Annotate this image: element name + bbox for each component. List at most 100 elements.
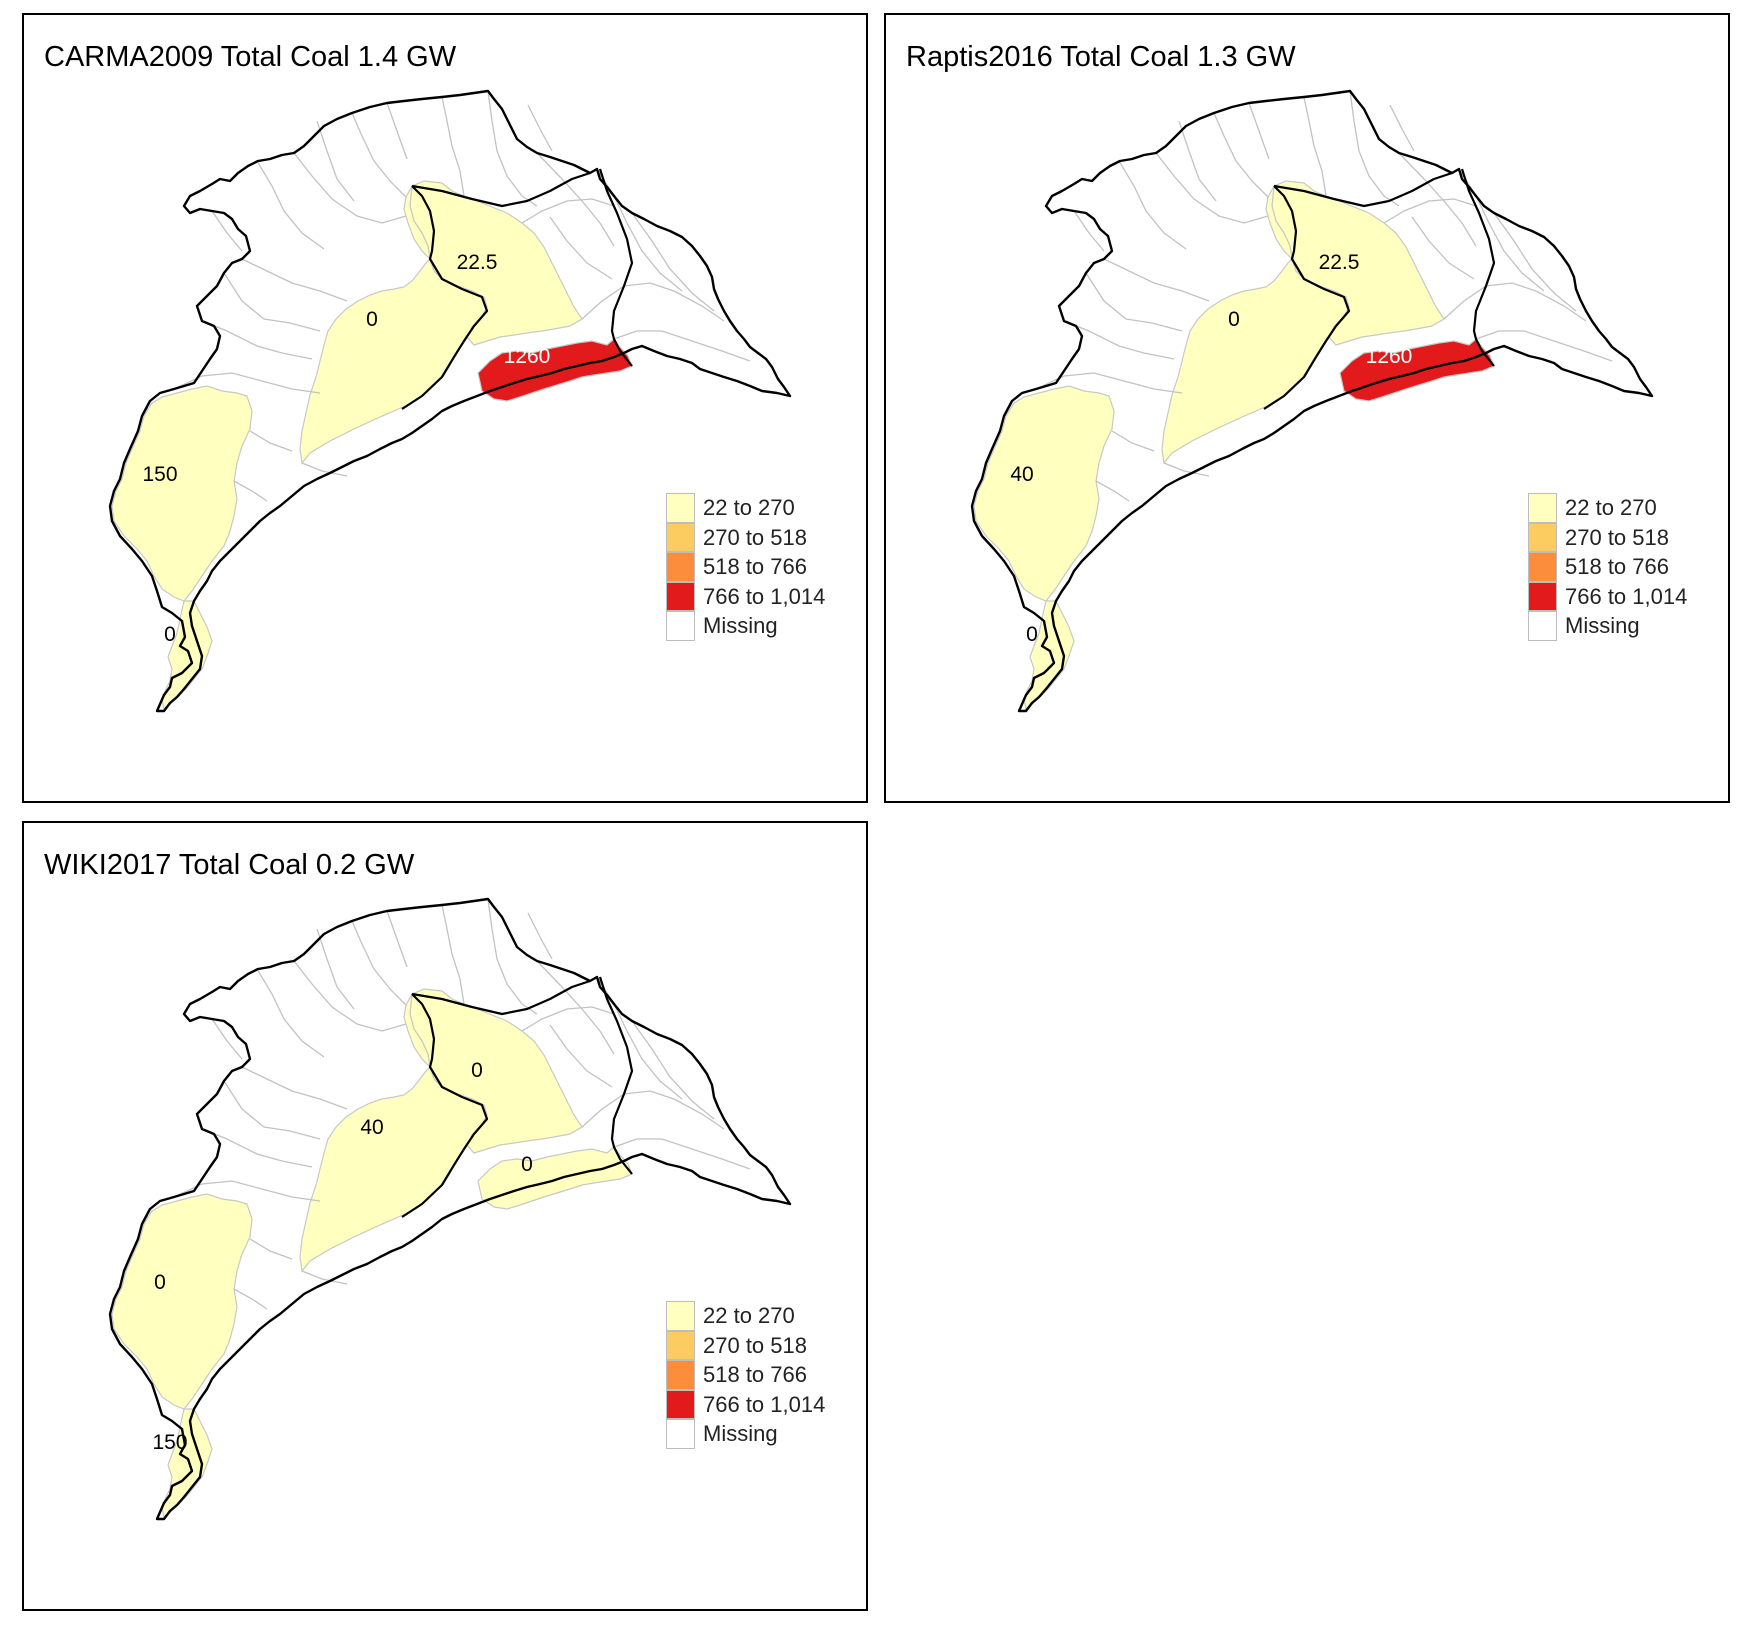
sub-basin-boundary [1411, 216, 1475, 280]
sub-basin-boundary [613, 1138, 751, 1170]
panel-title: WIKI2017 Total Coal 0.2 GW [44, 849, 415, 881]
basin-boundary [598, 976, 634, 1175]
legend-label: 270 to 518 [703, 524, 807, 550]
region-south-tip [161, 600, 213, 711]
sub-basin-boundary [1073, 210, 1105, 252]
sub-basin-boundary [631, 1020, 715, 1120]
sub-basin-boundary [223, 1080, 321, 1140]
region-value-east-strip: 0 [521, 1153, 533, 1176]
sub-basin-boundary [521, 1006, 615, 1032]
legend-swatch [666, 1301, 695, 1331]
choropleth-map: 0 40 0 0 150 [108, 897, 792, 1521]
basin-boundary [401, 993, 489, 1218]
sub-basin-boundary [351, 112, 407, 198]
legend-swatch [666, 552, 695, 582]
sub-basin-boundary [1163, 462, 1210, 477]
sub-basin-boundary [301, 1270, 348, 1285]
legend-swatch [1528, 522, 1557, 552]
sub-basin-boundary [233, 1288, 268, 1310]
sub-basin-boundary [441, 96, 465, 197]
region-value-west: 150 [142, 463, 177, 486]
sub-basin-boundary [527, 912, 553, 960]
sub-basin-boundary [1443, 282, 1587, 322]
legend-label: 518 to 766 [703, 554, 807, 579]
basin-boundary [1273, 171, 1453, 208]
sub-basin-boundary [1383, 198, 1477, 224]
map-panel-wiki2017: WIKI2017 Total Coal 0.2 GW 0 40 0 0 150 22 t… [22, 821, 868, 1611]
region-value-west: 40 [1010, 463, 1033, 486]
map-panel-carma2009: CARMA2009 Total Coal 1.4 GW 22.5 0 1260 150… [22, 13, 868, 803]
sub-basin-boundary [521, 198, 615, 224]
legend-label: 270 to 518 [703, 1332, 807, 1358]
sub-basin-boundary [256, 160, 325, 250]
sub-basin-boundary [581, 282, 725, 322]
region-value-east-strip: 1260 [1366, 345, 1413, 368]
sub-basin-boundary [223, 272, 321, 332]
legend-swatch [1528, 552, 1557, 582]
legend-label: Missing [703, 613, 778, 638]
sub-basin-boundary [1111, 430, 1155, 452]
sub-basin-boundary [316, 120, 355, 202]
basin-boundary [401, 185, 489, 410]
sub-basin-boundary [201, 320, 313, 360]
region-value-central: 40 [360, 1116, 383, 1139]
legend-swatch [1528, 493, 1557, 523]
basin-boundary [411, 979, 591, 1016]
sub-basin-boundary [631, 212, 715, 312]
legend-swatch [666, 581, 695, 611]
region-central [299, 993, 488, 1273]
panel-title: Raptis2016 Total Coal 1.3 GW [906, 41, 1296, 73]
sub-basin-boundary [201, 1128, 313, 1168]
sub-basin-boundary [301, 462, 348, 477]
sub-basin-boundary [1248, 102, 1270, 160]
legend-label: 22 to 270 [1565, 495, 1657, 520]
sub-basin-boundary [241, 258, 348, 302]
region-west [973, 385, 1115, 602]
region-value-north-central: 0 [471, 1059, 483, 1082]
region-central [299, 185, 488, 465]
sub-basin-boundary [1155, 152, 1269, 224]
legend-swatch [1528, 581, 1557, 611]
legend-swatch [666, 1419, 695, 1449]
sub-basin-boundary [1103, 258, 1210, 302]
basin-outline [108, 89, 792, 713]
sub-basin-boundary [1118, 160, 1187, 250]
sub-basin-boundary [487, 898, 538, 1015]
sub-basin-boundary [1398, 152, 1477, 247]
sub-basin-boundary [536, 960, 615, 1055]
basin-boundary [1263, 185, 1351, 410]
sub-basin-boundary [613, 330, 751, 362]
legend-label: 766 to 1,014 [1565, 583, 1688, 609]
basin-outline-fill [110, 91, 790, 711]
sub-basin-boundary [536, 152, 615, 247]
sub-basin-boundary [316, 928, 355, 1010]
legend-label: Missing [703, 1421, 778, 1446]
region-west [111, 1193, 253, 1410]
basin-outline-fill [972, 91, 1652, 711]
legend-label: 270 to 518 [1565, 524, 1669, 550]
legend-swatch [666, 1360, 695, 1390]
choropleth-map: 22.5 0 1260 150 0 [108, 89, 792, 713]
sub-basin-boundary [1475, 330, 1613, 362]
sub-basin-boundary [241, 1066, 348, 1110]
sub-basin-boundary [351, 920, 407, 1006]
basin-boundary [598, 168, 634, 367]
sub-basin-boundary [487, 90, 538, 207]
sub-basin-boundary [549, 216, 613, 280]
sub-basin-boundary [386, 910, 408, 968]
sub-basin-boundary [293, 960, 407, 1032]
sub-basin-boundary [527, 104, 553, 152]
sub-basin-boundary [1085, 272, 1183, 332]
choropleth-map: 22.5 0 1260 40 0 [970, 89, 1654, 713]
panel-title: CARMA2009 Total Coal 1.4 GW [44, 41, 457, 73]
sub-basin-boundary [1349, 90, 1400, 207]
sub-basin-boundary [1303, 96, 1327, 197]
sub-basin-boundary [256, 968, 325, 1058]
region-value-south-tip: 150 [152, 1431, 187, 1454]
legend-swatch [666, 522, 695, 552]
sub-basin-boundary [549, 1024, 613, 1088]
region-value-south-tip: 0 [1026, 623, 1038, 646]
map-panel-raptis2016: Raptis2016 Total Coal 1.3 GW 22.5 0 1260 40… [884, 13, 1730, 803]
legend-label: Missing [1565, 613, 1640, 638]
region-value-west: 0 [154, 1271, 166, 1294]
